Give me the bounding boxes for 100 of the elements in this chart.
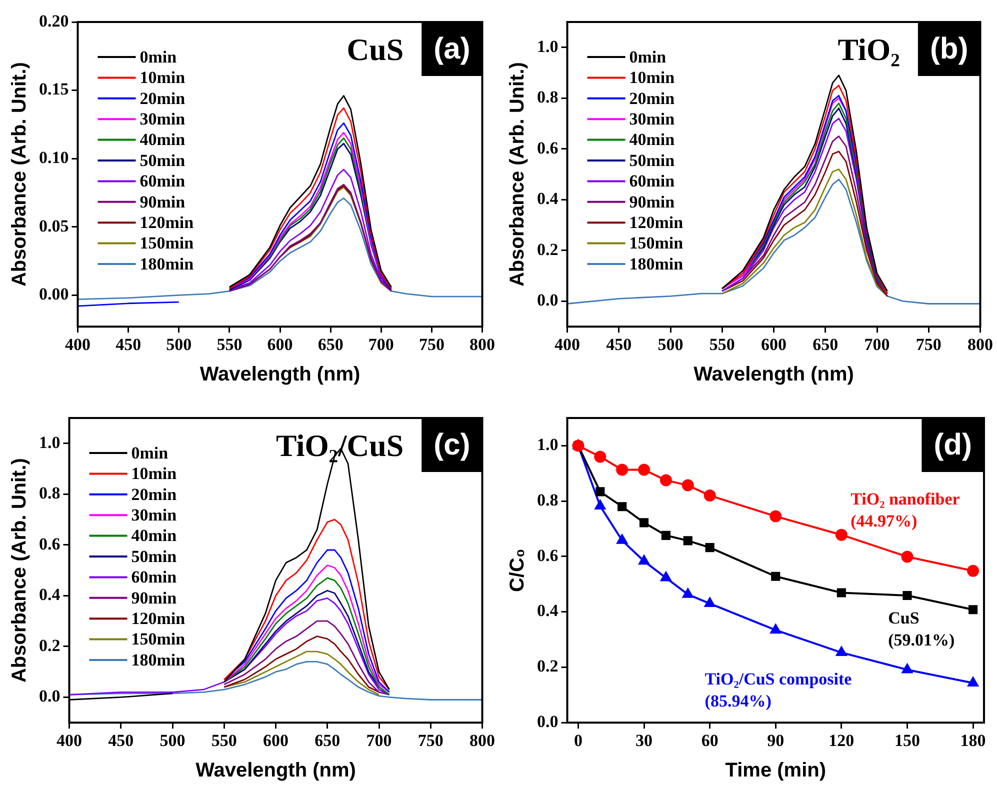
legend-label: 30min xyxy=(140,109,186,128)
y-tick-label: 0.0 xyxy=(537,290,558,310)
y-axis-title: C/C₀ xyxy=(506,548,529,592)
legend-label: 60min xyxy=(131,568,178,587)
y-axis-title: Absorbance (Arb. Unit.) xyxy=(8,62,31,287)
point xyxy=(638,464,650,476)
series-label: CuS xyxy=(888,608,920,628)
legend-label: 90min xyxy=(140,192,186,212)
legend-label: 0min xyxy=(629,47,667,66)
x-tick-label: 800 xyxy=(470,335,495,354)
chart-title: TiO₂/CuS xyxy=(276,428,404,464)
y-tick-label: 1.0 xyxy=(537,36,558,56)
legend-label: 30min xyxy=(629,109,676,128)
y-tick-label: 0.15 xyxy=(39,80,69,99)
x-axis-title: Time (min) xyxy=(725,760,826,782)
x-axis-title: Wavelength (nm) xyxy=(196,760,356,782)
x-tick-label: 180 xyxy=(960,731,986,750)
x-tick-label: 600 xyxy=(263,731,288,750)
legend-label: 90min xyxy=(629,192,676,212)
x-tick-label: 750 xyxy=(916,335,942,354)
legend-label: 20min xyxy=(629,88,676,108)
x-tick-label: 500 xyxy=(658,335,684,354)
legend-label: 150min xyxy=(140,234,194,253)
point xyxy=(638,555,650,565)
point xyxy=(639,518,649,528)
legend-label: 120min xyxy=(131,608,186,628)
annotation: (d) xyxy=(934,428,972,462)
series-label: TiO₂ nanofiber xyxy=(850,490,960,509)
legend-label: 10min xyxy=(140,68,186,88)
point xyxy=(705,543,714,552)
x-tick-label: 650 xyxy=(318,335,344,354)
x-tick-label: 600 xyxy=(267,335,293,354)
y-tick-label: 0.0 xyxy=(537,712,558,731)
y-axis-title: Absorbance (Arb. Unit.) xyxy=(8,458,31,683)
chart-title: CuS xyxy=(346,32,404,68)
y-tick-label: 0.4 xyxy=(39,585,61,604)
legend-label: 120min xyxy=(629,212,684,232)
y-tick-label: 0.6 xyxy=(537,546,558,565)
x-tick-label: 30 xyxy=(636,731,653,750)
x-tick-label: 500 xyxy=(166,335,192,354)
x-tick-label: 450 xyxy=(606,335,632,354)
point xyxy=(836,646,847,656)
y-tick-label: 0.00 xyxy=(39,284,69,304)
x-tick-label: 550 xyxy=(216,335,242,354)
point xyxy=(902,664,913,674)
legend-label: 10min xyxy=(131,464,178,484)
legend-label: 20min xyxy=(140,88,186,108)
legend-label: 120min xyxy=(140,212,194,232)
legend-label: 10min xyxy=(629,68,676,88)
annotation: (b) xyxy=(930,32,968,66)
legend-label: 90min xyxy=(131,588,178,608)
y-tick-label: 0.4 xyxy=(537,601,559,620)
point xyxy=(616,464,628,476)
x-tick-label: 150 xyxy=(894,731,920,750)
chart-title: TiO₂ xyxy=(838,32,900,68)
x-tick-label: 600 xyxy=(761,335,786,354)
legend-label: 180min xyxy=(140,254,194,274)
annotation: (44.97%) xyxy=(850,512,918,531)
point xyxy=(770,624,781,634)
point xyxy=(594,450,606,463)
legend-label: 0min xyxy=(131,443,169,462)
annotation: (85.94%) xyxy=(704,691,772,710)
x-tick-label: 90 xyxy=(767,731,784,750)
point xyxy=(968,605,978,614)
point xyxy=(618,502,627,512)
x-axis-title: Wavelength (nm) xyxy=(694,364,854,386)
x-tick-label: 550 xyxy=(709,335,735,354)
x-tick-label: 800 xyxy=(470,731,495,750)
point xyxy=(968,677,978,686)
point xyxy=(660,572,672,582)
point xyxy=(616,534,628,544)
x-tick-label: 400 xyxy=(65,335,90,354)
x-tick-label: 700 xyxy=(366,731,392,750)
legend-label: 40min xyxy=(140,130,186,150)
x-tick-label: 120 xyxy=(828,731,854,750)
x-tick-label: 800 xyxy=(968,335,993,354)
y-axis-title: Absorbance (Arb. Unit.) xyxy=(506,62,529,287)
y-tick-label: 0.8 xyxy=(537,88,558,107)
legend-label: 150min xyxy=(629,234,684,253)
x-tick-label: 550 xyxy=(211,731,237,750)
legend-label: 180min xyxy=(629,254,684,274)
x-tick-label: 400 xyxy=(56,731,82,750)
point xyxy=(835,528,848,541)
legend-label: 50min xyxy=(131,546,178,566)
legend-label: 30min xyxy=(131,505,178,524)
x-tick-label: 750 xyxy=(418,731,444,750)
y-tick-label: 0.2 xyxy=(537,240,558,259)
y-tick-label: 0.8 xyxy=(39,484,60,503)
point xyxy=(661,530,670,540)
legend-label: 180min xyxy=(131,650,186,670)
point xyxy=(704,490,716,502)
y-tick-label: 0.2 xyxy=(39,636,60,655)
x-axis-title: Wavelength (nm) xyxy=(200,364,360,386)
y-tick-label: 1.0 xyxy=(537,435,558,454)
y-tick-label: 0.6 xyxy=(537,138,558,158)
legend-label: 50min xyxy=(629,150,676,170)
point xyxy=(596,487,605,496)
point xyxy=(682,588,694,598)
legend-label: 60min xyxy=(629,172,676,191)
x-tick-label: 400 xyxy=(554,335,580,354)
